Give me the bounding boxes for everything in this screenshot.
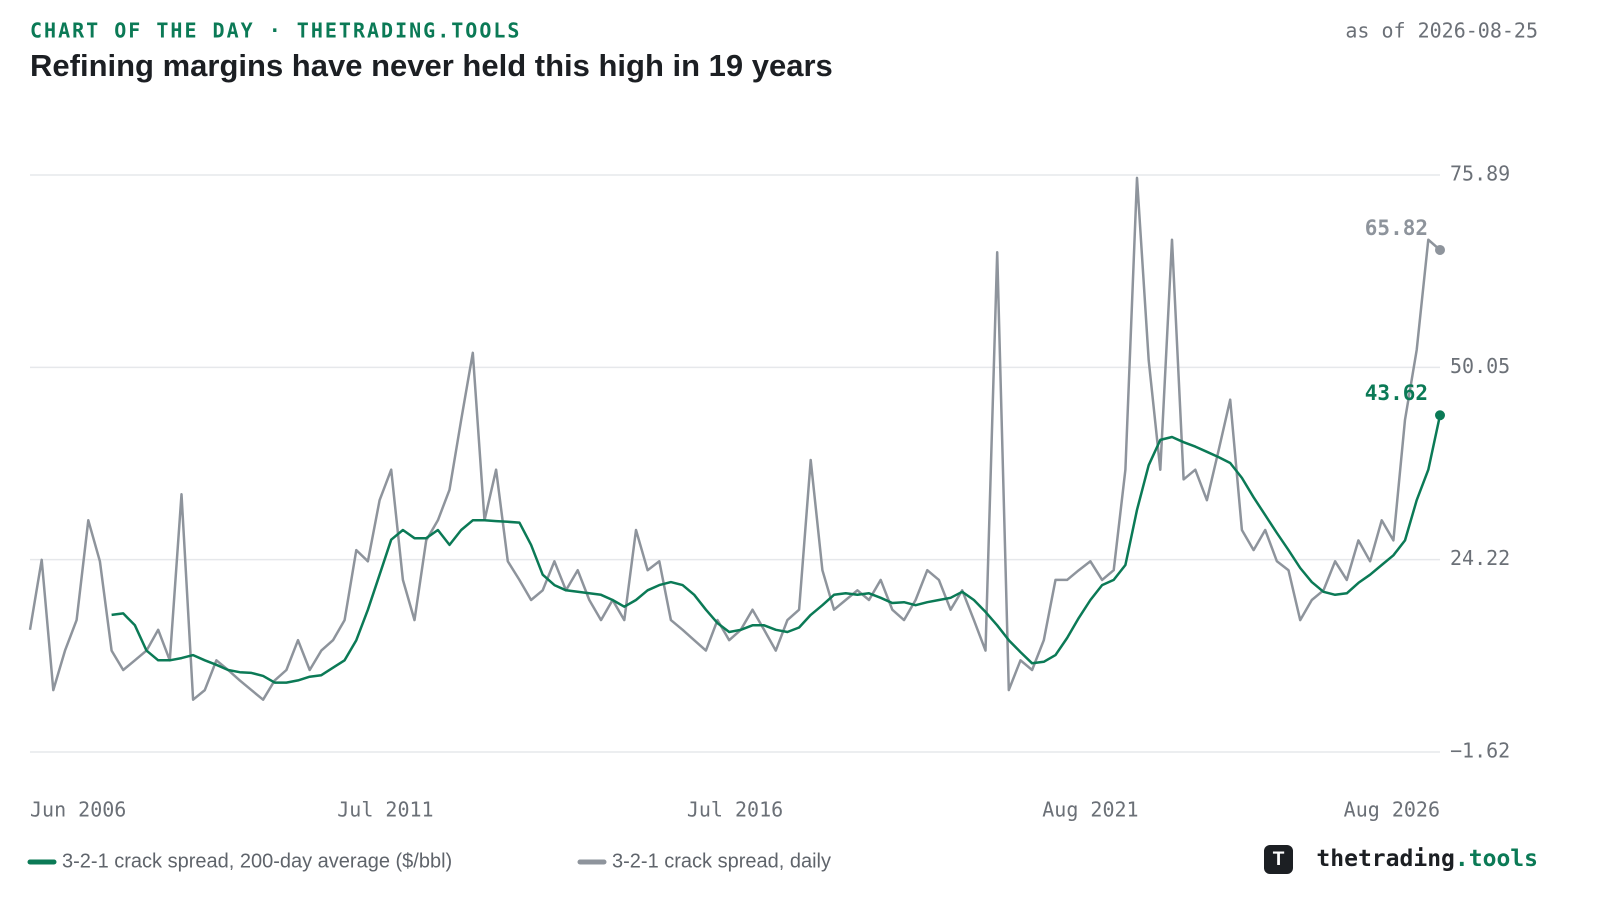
logo — [1264, 845, 1293, 874]
logo-letter: T — [1273, 849, 1285, 870]
x-tick-label: Jul 2016 — [687, 798, 783, 822]
series-line — [28, 176, 1441, 701]
x-tick-label: Aug 2026 — [1344, 798, 1440, 822]
legend-label: 3-2-1 crack spread, daily — [612, 850, 831, 872]
chart-title: Refining margins have never held this hi… — [30, 48, 833, 83]
kicker: CHART OF THE DAY · THETRADING.TOOLS — [30, 19, 521, 43]
y-tick-label: 24.22 — [1450, 546, 1510, 570]
y-tick-label: 75.89 — [1450, 162, 1510, 186]
end-point — [1435, 410, 1445, 421]
x-tick-label: Jun 2006 — [30, 798, 126, 822]
as-of-date: as of 2026-08-25 — [1345, 19, 1538, 43]
series-line — [111, 414, 1442, 684]
legend-label: 3-2-1 crack spread, 200-day average ($/b… — [62, 850, 452, 872]
brand-name: thetrading — [1316, 846, 1454, 872]
end-value-label: 43.62 — [1365, 381, 1428, 405]
brand: thetrading.tools — [1316, 846, 1538, 872]
x-tick-label: Jul 2011 — [337, 798, 433, 822]
y-tick-label: 50.05 — [1450, 354, 1510, 378]
end-point — [1435, 244, 1445, 255]
end-value-label: 65.82 — [1365, 216, 1428, 240]
x-tick-label: Aug 2021 — [1042, 798, 1138, 822]
y-tick-label: −1.62 — [1450, 739, 1510, 763]
brand-tld: .tools — [1455, 846, 1538, 872]
